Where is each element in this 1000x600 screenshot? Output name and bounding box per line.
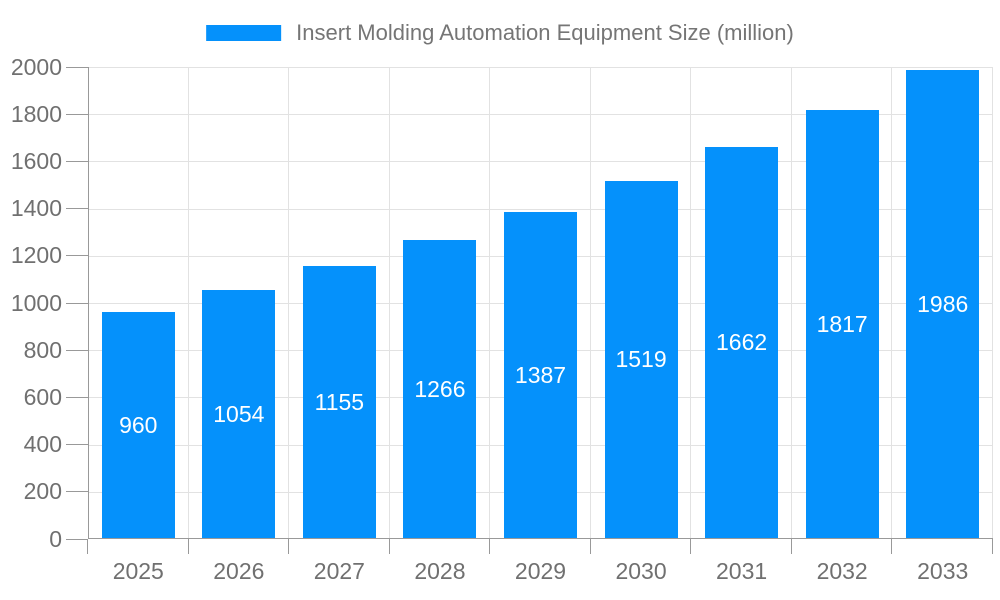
y-tick-mark: [66, 208, 88, 210]
v-gridline: [288, 67, 290, 539]
x-tick-label: 2033: [917, 558, 969, 584]
v-gridline: [790, 67, 792, 539]
bar-value-label: 1266: [414, 376, 466, 403]
y-tick-label: 800: [23, 336, 62, 363]
y-tick-mark: [66, 66, 88, 68]
y-tick-mark: [66, 396, 88, 398]
bar[interactable]: 1662: [705, 146, 779, 539]
x-tick-mark: [187, 539, 189, 554]
x-tick-mark: [891, 539, 893, 554]
x-tick-mark: [690, 539, 692, 554]
bar-value-label: 1817: [816, 311, 868, 338]
y-tick-mark: [66, 444, 88, 446]
y-tick-label: 1600: [10, 147, 62, 174]
y-tick-label: 200: [23, 478, 62, 505]
x-axis-line: [88, 538, 993, 539]
bar-value-label: 1519: [615, 346, 667, 373]
x-tick-mark: [992, 539, 993, 554]
x-tick-mark: [589, 539, 591, 554]
v-gridline: [992, 67, 993, 539]
bar[interactable]: 1519: [604, 180, 678, 539]
y-tick-mark: [66, 302, 88, 304]
y-axis-line: [88, 67, 89, 539]
legend-label: Insert Molding Automation Equipment Size…: [296, 20, 794, 45]
x-tick-mark: [87, 539, 88, 554]
y-tick-label: 1200: [10, 242, 62, 269]
bar[interactable]: 1817: [805, 110, 879, 539]
y-tick-label: 2000: [10, 53, 62, 80]
y-tick-label: 0: [49, 525, 62, 552]
bar-value-label: 960: [119, 412, 158, 439]
x-tick-label: 2026: [213, 558, 265, 584]
v-gridline: [187, 67, 189, 539]
y-tick-mark: [66, 538, 88, 540]
x-tick-mark: [388, 539, 390, 554]
h-gridline: [88, 67, 993, 68]
legend-swatch-icon: [206, 25, 282, 41]
y-tick-label: 1400: [10, 195, 62, 222]
bar-value-label: 1986: [917, 291, 969, 318]
y-tick-mark: [66, 491, 88, 493]
y-tick-mark: [66, 113, 88, 115]
plot-area: 960 1054 1155 1266 1387 1519 1662 1817 1986: [88, 67, 993, 539]
x-tick-label: 2031: [716, 558, 768, 584]
y-tick-label: 1000: [10, 289, 62, 316]
bar[interactable]: 1155: [302, 266, 376, 539]
bar-value-label: 1387: [514, 361, 567, 388]
x-tick-label: 2029: [514, 558, 567, 584]
y-tick-label: 400: [23, 431, 62, 458]
x-tick-label: 2032: [816, 558, 868, 584]
v-gridline: [891, 67, 893, 539]
chart-legend-item[interactable]: Insert Molding Automation Equipment Size…: [206, 22, 794, 44]
y-tick-label: 600: [23, 383, 62, 410]
y-tick-mark: [66, 160, 88, 162]
h-gridline: [88, 114, 993, 116]
y-tick-mark: [66, 349, 88, 351]
bar-value-label: 1054: [213, 401, 265, 428]
bar[interactable]: 960: [101, 312, 175, 539]
bar[interactable]: 1387: [504, 211, 577, 539]
v-gridline: [690, 67, 692, 539]
bar-value-label: 1155: [314, 389, 365, 416]
bar[interactable]: 1986: [906, 70, 980, 539]
bar[interactable]: 1054: [202, 290, 276, 539]
h-gridline: [88, 208, 993, 210]
x-tick-mark: [489, 539, 491, 554]
h-gridline: [88, 161, 993, 163]
bar[interactable]: 1266: [403, 240, 477, 539]
bar-value-label: 1662: [716, 329, 768, 356]
x-tick-mark: [790, 539, 792, 554]
x-tick-label: 2028: [414, 558, 466, 584]
x-tick-label: 2027: [313, 558, 365, 584]
v-gridline: [489, 67, 491, 539]
y-tick-mark: [66, 255, 88, 257]
v-gridline: [589, 67, 591, 539]
x-tick-label: 2030: [615, 558, 667, 584]
x-tick-label: 2025: [112, 558, 164, 584]
v-gridline: [388, 67, 390, 539]
y-tick-label: 1800: [10, 100, 62, 127]
x-tick-mark: [288, 539, 290, 554]
